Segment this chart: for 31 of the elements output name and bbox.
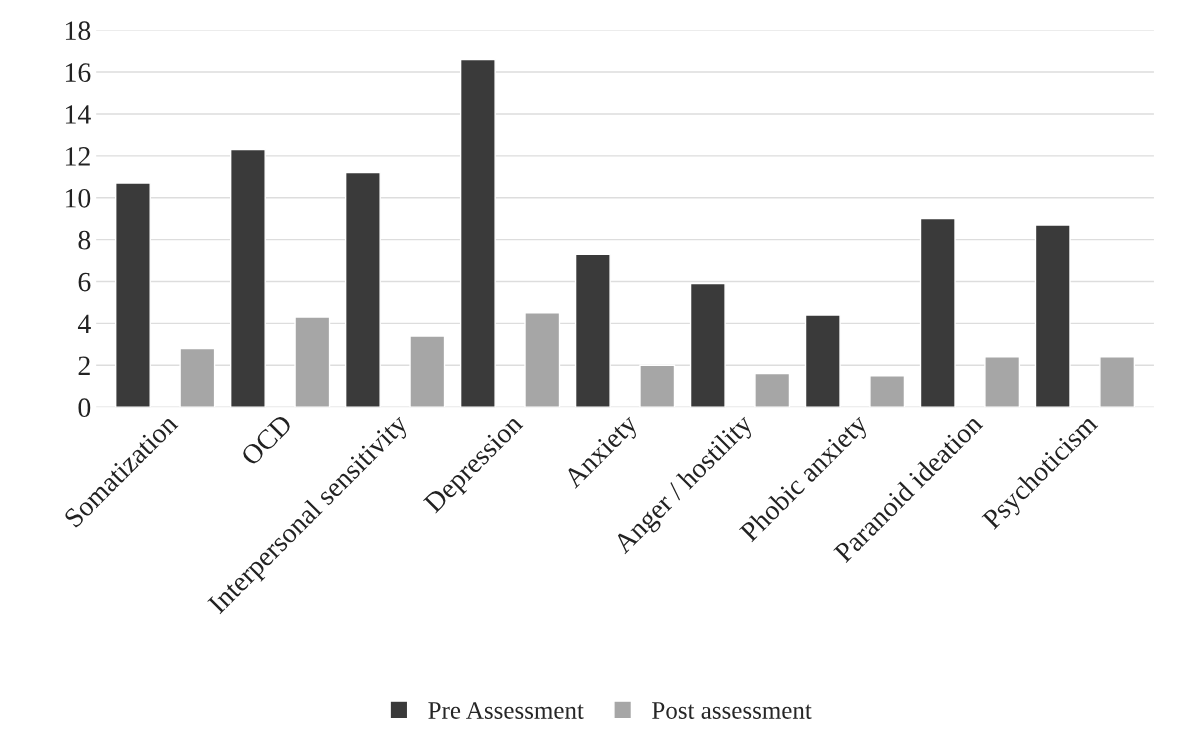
y-tick-label: 14 xyxy=(65,105,91,124)
bar xyxy=(1034,224,1071,408)
x-tick-label: OCD xyxy=(240,413,294,467)
bar xyxy=(984,356,1021,408)
bar xyxy=(229,148,266,408)
bar xyxy=(804,314,841,408)
bar xyxy=(409,335,446,408)
y-tick-label: 0 xyxy=(78,398,91,418)
bar xyxy=(524,312,561,408)
bar xyxy=(869,375,906,408)
bar xyxy=(689,282,726,408)
bar xyxy=(115,182,151,408)
y-tick-label: 8 xyxy=(78,230,91,250)
bar xyxy=(294,316,331,408)
bar xyxy=(639,364,676,408)
legend-label: Post assessment xyxy=(652,702,812,719)
bar xyxy=(459,58,496,408)
bar xyxy=(919,217,956,408)
y-tick-label: 10 xyxy=(65,188,91,208)
y-tick-label: 12 xyxy=(65,147,90,166)
y-tick-label: 16 xyxy=(65,63,91,82)
legend-label: Pre Assessment xyxy=(428,702,584,719)
bar xyxy=(754,372,791,408)
bar xyxy=(1099,356,1136,408)
y-tick-label: 6 xyxy=(78,272,91,292)
y-tick-label: 4 xyxy=(77,314,91,334)
bar xyxy=(179,347,216,408)
bar xyxy=(344,171,381,408)
y-tick-label: 2 xyxy=(78,356,90,375)
y-tick-label: 18 xyxy=(65,21,91,41)
bar xyxy=(574,253,611,408)
